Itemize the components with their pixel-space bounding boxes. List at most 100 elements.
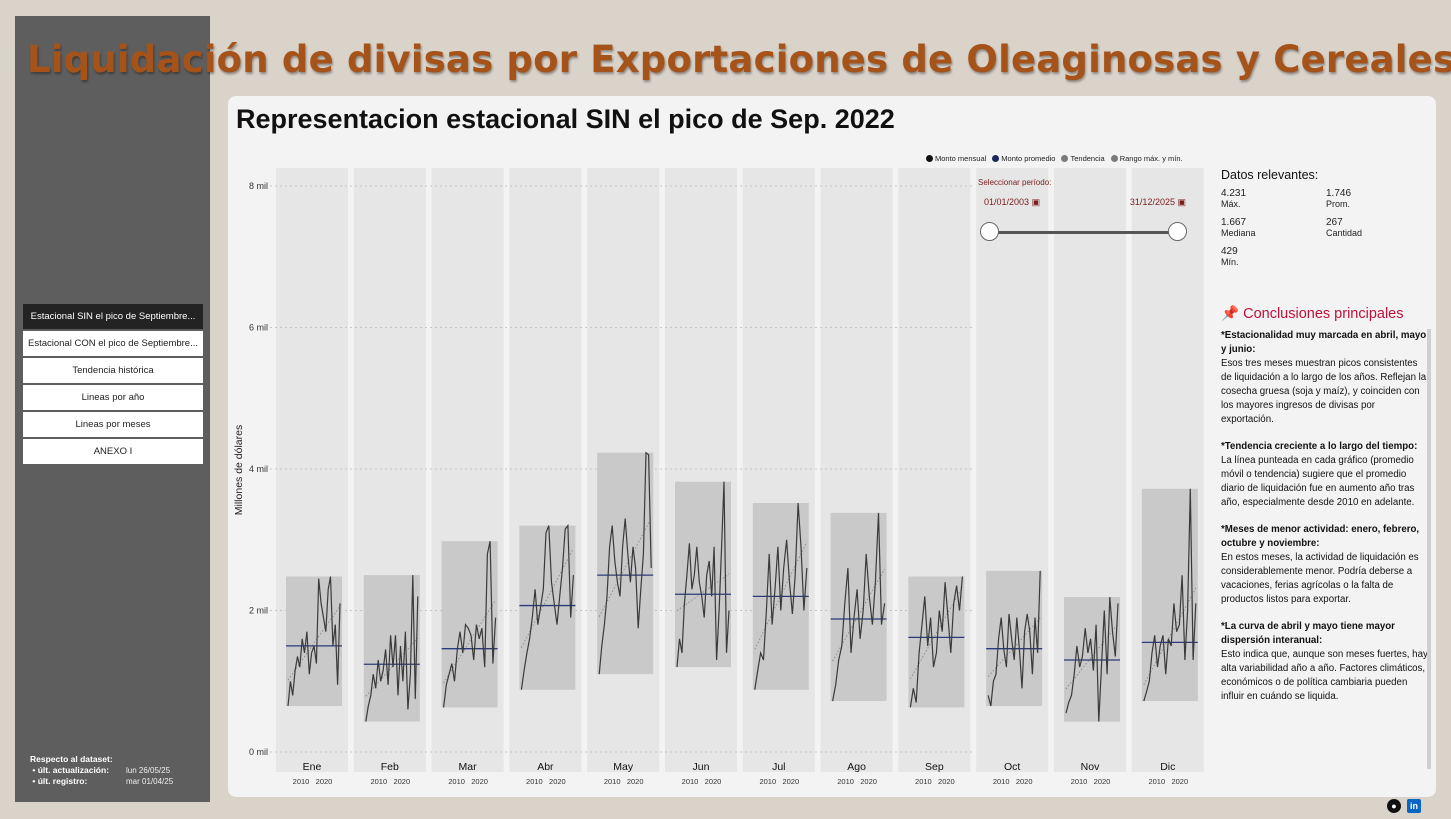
relevant-data: Datos relevantes: 4.231 Máx. 1.746 Prom. 1… (1221, 168, 1431, 267)
x-tick-label: 2020 (393, 777, 410, 786)
x-tick-label: 2010 (915, 777, 932, 786)
month-label: Feb (381, 761, 399, 773)
conclusion-item: *La curva de abril y mayo tiene mayor di… (1221, 621, 1428, 702)
x-tick-label: 2020 (860, 777, 877, 786)
slicer-dates: 01/01/2003 ▣ 31/12/2025 ▣ (976, 197, 1194, 208)
nav-button-estacional-con[interactable]: Estacional CON el pico de Septiembre... (23, 331, 203, 356)
slicer-start-date[interactable]: 01/01/2003 ▣ (984, 197, 1041, 207)
month-label: May (613, 761, 634, 773)
x-tick-label: 2010 (993, 777, 1010, 786)
trend-line (987, 617, 1041, 677)
x-tick-label: 2010 (293, 777, 310, 786)
legend-dot (1061, 155, 1069, 162)
monthly-series-line (1065, 597, 1119, 722)
x-tick-label: 2020 (705, 777, 722, 786)
monthly-series-line (520, 523, 574, 690)
month-label: Jul (772, 761, 785, 773)
last-update-value: lun 26/05/25 (126, 766, 171, 775)
nav-button-anexo[interactable]: ANEXO I (23, 439, 203, 464)
month-label: Sep (925, 761, 944, 773)
sidebar-nav: Estacional SIN el pico de Septiembre... … (23, 304, 203, 466)
y-tick-label: 0 mil (249, 747, 268, 757)
stat-min: 429 Mín. (1221, 246, 1239, 267)
x-tick-label: 2010 (682, 777, 699, 786)
monthly-series-line (287, 576, 341, 707)
x-tick-label: 2010 (1148, 777, 1165, 786)
slicer-handle-start[interactable] (980, 222, 999, 241)
month-label: Ene (303, 761, 322, 773)
x-tick-label: 2010 (837, 777, 854, 786)
x-tick-label: 2010 (759, 777, 776, 786)
nav-button-lineas-meses[interactable]: Lineas por meses (23, 412, 203, 437)
slicer-track[interactable] (980, 222, 1187, 242)
trend-line (443, 599, 497, 684)
month-label: Ago (847, 761, 866, 773)
x-tick-label: 2010 (526, 777, 543, 786)
month-label: Oct (1004, 761, 1020, 773)
slicer-handle-end[interactable] (1168, 222, 1187, 241)
range-box (441, 541, 498, 708)
slicer-range-bar (988, 231, 1179, 234)
stat-max: 4.231 Máx. (1221, 188, 1247, 209)
conclusion-item: *Estacionalidad muy marcada en abril, ma… (1221, 330, 1427, 425)
social-links: ● in (1387, 799, 1421, 813)
x-tick-label: 2010 (604, 777, 621, 786)
linkedin-icon[interactable]: in (1407, 799, 1421, 813)
conclusions: 📌 Conclusiones principales *Estacionalid… (1221, 305, 1428, 717)
chart-legend: Monto mensual Monto promedio Tendencia R… (926, 154, 1183, 163)
last-update-label: • últ. actualización: (30, 765, 110, 775)
pin-icon: 📌 (1221, 306, 1240, 322)
month-column-bg (665, 168, 737, 772)
trend-line (598, 518, 652, 617)
nav-button-lineas-anio[interactable]: Lineas por año (23, 385, 203, 410)
monthly-series-line (598, 451, 652, 675)
legend-item-monto-mensual[interactable]: Monto mensual (926, 154, 986, 163)
x-tick-label: 2020 (471, 777, 488, 786)
trend-line (287, 605, 341, 681)
range-box (597, 452, 654, 675)
legend-item-tendencia[interactable]: Tendencia (1061, 154, 1105, 163)
monthly-series-line (365, 575, 419, 722)
stats-title: Datos relevantes: (1221, 168, 1319, 182)
conclusion-item: *Meses de menor actividad: enero, febrer… (1221, 524, 1420, 605)
x-tick-label: 2020 (938, 777, 955, 786)
conclusions-list: *Estacionalidad muy marcada en abril, ma… (1221, 329, 1428, 704)
x-tick-label: 2020 (316, 777, 333, 786)
legend-dot (992, 155, 1000, 162)
legend-item-monto-promedio[interactable]: Monto promedio (992, 154, 1055, 163)
x-tick-label: 2020 (1016, 777, 1033, 786)
slicer-end-date[interactable]: 31/12/2025 ▣ (1129, 197, 1186, 207)
monthly-series-line (754, 502, 808, 690)
slicer-label: Seleccionar período: (978, 178, 1052, 187)
x-tick-label: 2020 (1094, 777, 1111, 786)
trend-line (1143, 587, 1197, 685)
conclusions-scrollbar[interactable] (1427, 329, 1431, 769)
calendar-icon[interactable]: ▣ (1031, 197, 1041, 207)
github-icon[interactable]: ● (1387, 799, 1401, 813)
nav-button-tendencia[interactable]: Tendencia histórica (23, 358, 203, 383)
legend-item-rango[interactable]: Rango máx. y mín. (1110, 154, 1183, 163)
stat-median: 1.667 Mediana (1221, 217, 1256, 238)
x-tick-label: 2010 (1071, 777, 1088, 786)
range-box (986, 570, 1043, 707)
last-record-label: • últ. registro: (30, 776, 88, 786)
range-box (519, 525, 576, 690)
trend-line (754, 541, 808, 650)
legend-dot (1110, 155, 1118, 162)
trend-line (365, 637, 419, 697)
monthly-series-line (1143, 488, 1197, 702)
calendar-icon[interactable]: ▣ (1177, 197, 1186, 207)
y-tick-label: 6 mil (249, 323, 268, 333)
page-title: Liquidación de divisas por Exportaciones… (27, 38, 1451, 81)
month-label: Dic (1160, 761, 1175, 773)
nav-button-estacional-sin[interactable]: Estacional SIN el pico de Septiembre... (23, 304, 203, 329)
x-tick-label: 2010 (370, 777, 387, 786)
x-tick-label: 2020 (782, 777, 799, 786)
last-record-value: mar 01/04/25 (126, 777, 174, 786)
x-tick-label: 2020 (549, 777, 566, 786)
conclusion-item: *Tendencia creciente a lo largo del tiem… (1221, 441, 1418, 508)
monthly-series-line (909, 576, 963, 708)
seasonal-chart: 0 mil 2 mil 4 mil 6 mil 8 mil Millones de dól… (233, 168, 1204, 786)
monthly-series-line (987, 570, 1041, 707)
month-label: Mar (459, 761, 478, 773)
